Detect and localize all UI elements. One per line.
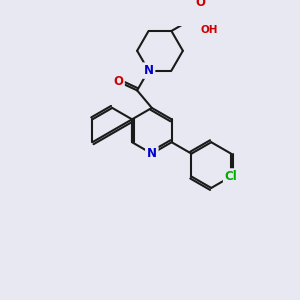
Text: OH: OH	[201, 25, 218, 35]
Text: Cl: Cl	[225, 170, 237, 183]
Text: O: O	[196, 0, 206, 9]
Text: O: O	[113, 75, 123, 88]
Text: N: N	[144, 64, 154, 77]
Text: N: N	[147, 147, 157, 160]
